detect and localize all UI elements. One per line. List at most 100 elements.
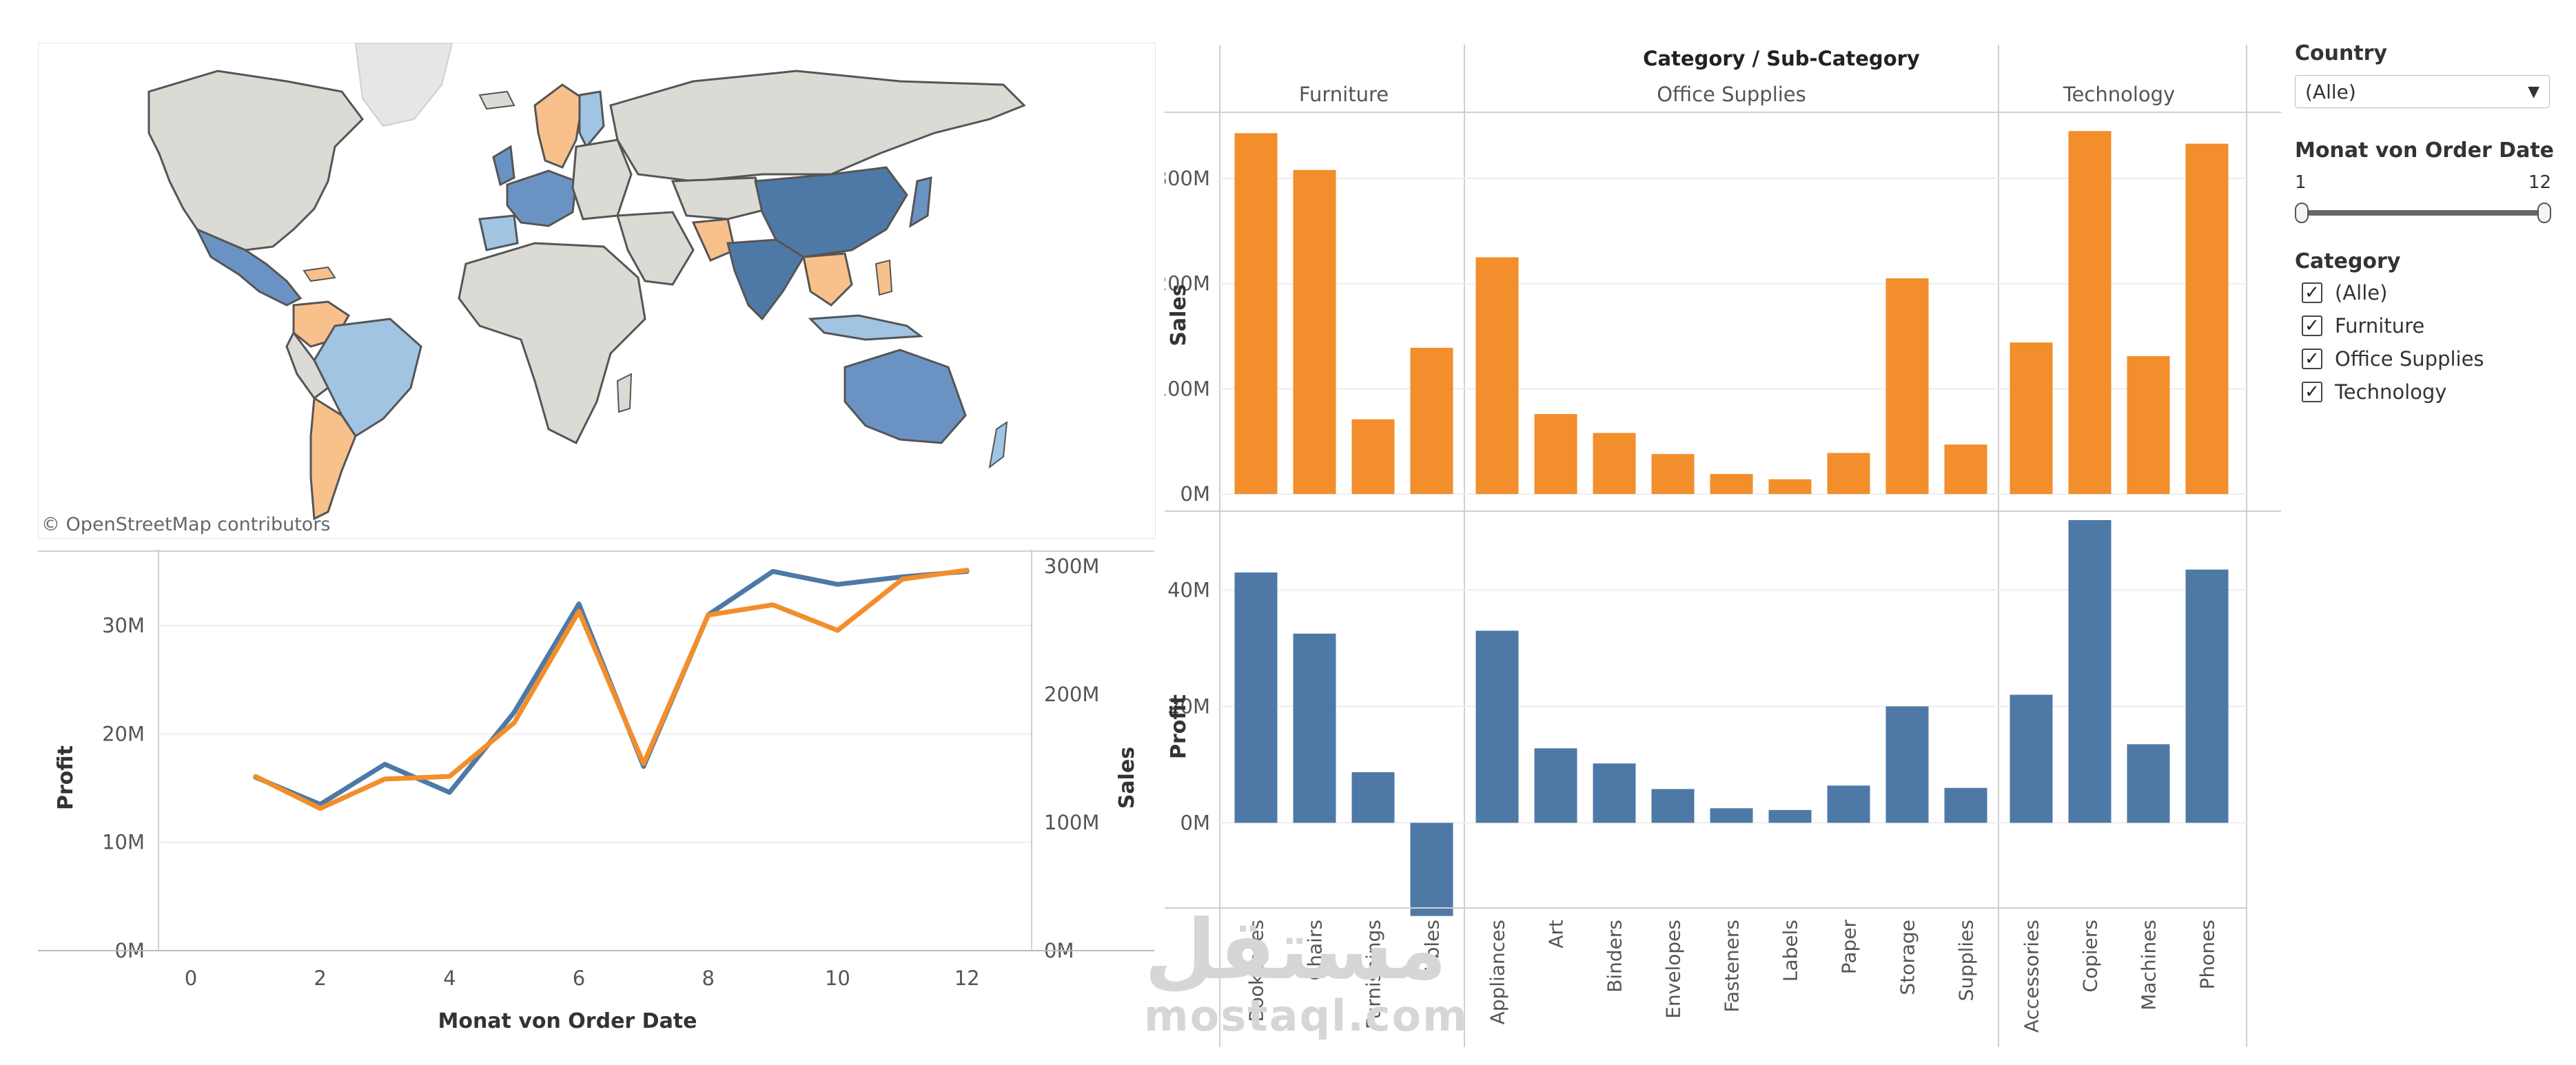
bar-profit-phones — [2185, 569, 2229, 823]
category-label: Furnishings — [1362, 920, 1385, 1029]
map-region-iceland[interactable] — [478, 90, 515, 110]
map-region-eastern-europe[interactable] — [571, 138, 633, 220]
bar-profit-accessories — [2010, 694, 2053, 823]
map-region-china[interactable] — [754, 166, 908, 258]
month-slider-labels: 1 12 — [2295, 172, 2551, 193]
x-axis-title: Monat von Order Date — [438, 1009, 697, 1033]
map-svg — [147, 43, 1026, 521]
category-label: Bookcases — [1245, 920, 1268, 1022]
map-region-central-asia[interactable] — [671, 176, 771, 220]
month-range-slider[interactable] — [2295, 198, 2551, 226]
map-region-north-america[interactable] — [147, 70, 364, 251]
bar-profit-chairs — [1293, 633, 1336, 823]
country-filter-title: Country — [2295, 41, 2388, 65]
map-region-pakistan[interactable] — [691, 218, 736, 262]
bar-profit-furnishings — [1351, 772, 1395, 823]
map-region-western-europe[interactable] — [506, 169, 577, 227]
map-region-argentina[interactable] — [309, 396, 357, 521]
map-region-greenland[interactable] — [354, 43, 453, 127]
bar-profit-supplies — [1944, 787, 1987, 823]
bar-profit-binders — [1593, 763, 1636, 823]
category-label: Envelopes — [1662, 920, 1685, 1019]
map-region-russia[interactable] — [609, 70, 1026, 183]
category-label: Accessories — [2021, 920, 2043, 1033]
y2-tick-label: 100M — [1044, 811, 1099, 834]
map-region-southeast-asia[interactable] — [802, 252, 853, 307]
bar-profit-labels — [1768, 809, 1812, 823]
y-tick-label: 20M — [102, 722, 145, 745]
category-label: Binders — [1604, 920, 1626, 993]
checkbox-checked-icon[interactable]: ✓ — [2302, 316, 2322, 336]
y-tick-label: 200M — [1165, 272, 1210, 296]
group-header-label: Technology — [2063, 83, 2175, 106]
bar-profit-fasteners — [1710, 808, 1753, 823]
bar-sales-binders — [1593, 433, 1636, 495]
category-label: Machines — [2138, 920, 2160, 1011]
map-region-philippines[interactable] — [875, 259, 893, 296]
map-region-india[interactable] — [726, 238, 806, 321]
checkbox-checked-icon[interactable]: ✓ — [2302, 282, 2322, 303]
bar-sales-machines — [2127, 356, 2170, 495]
map-region-australia[interactable] — [844, 349, 967, 444]
y-tick-label: 300M — [1165, 167, 1210, 190]
category-label: Paper — [1838, 920, 1861, 975]
month-filter-title: Monat von Order Date — [2295, 138, 2555, 163]
panel-axis-title: Profit — [1167, 694, 1191, 759]
map-region-mexico[interactable] — [194, 227, 303, 307]
category-option-all[interactable]: ✓ (Alle) — [2295, 276, 2557, 309]
map-region-caribbean[interactable] — [303, 266, 336, 282]
bar-profit-appliances — [1475, 630, 1519, 823]
category-option-furniture[interactable]: ✓ Furniture — [2295, 309, 2557, 342]
watermark-arabic: مستقل — [1144, 902, 1447, 998]
x-tick-label: 12 — [954, 966, 980, 990]
month-slider-handle-max[interactable] — [2537, 203, 2551, 223]
y2-tick-label: 300M — [1044, 555, 1099, 578]
map-region-africa[interactable] — [458, 242, 646, 445]
month-slider-handle-min[interactable] — [2295, 203, 2309, 223]
bar-sales-appliances — [1475, 257, 1519, 495]
y-tick-label: 100M — [1165, 377, 1210, 400]
checkbox-checked-icon[interactable]: ✓ — [2302, 382, 2322, 402]
category-filter-title: Category — [2295, 249, 2401, 273]
category-label: Fasteners — [1721, 920, 1744, 1013]
category-label: Supplies — [1955, 920, 1978, 1001]
map-region-finland[interactable] — [578, 90, 605, 149]
bar-sales-phones — [2185, 143, 2229, 495]
bar-chart: Category / Sub-Category Furniture Office S… — [1155, 38, 2281, 1051]
month-slider-track[interactable] — [2302, 210, 2544, 216]
map-region-indonesia[interactable] — [808, 314, 924, 341]
category-option-label: (Alle) — [2335, 281, 2388, 304]
y2-axis-title: Sales — [1115, 747, 1139, 809]
bar-profit-storage — [1885, 706, 1929, 823]
map-region-japan[interactable] — [909, 176, 932, 228]
bar-sales-supplies — [1944, 444, 1987, 495]
category-label: Storage — [1897, 920, 1919, 995]
panel-axis-title: Sales — [1167, 284, 1191, 346]
bar-sales-chairs — [1293, 169, 1336, 495]
watermark-logo: مستقل mostaql.com — [1144, 902, 1467, 1054]
category-option-label: Technology — [2335, 380, 2447, 404]
bar-profit-copiers — [2068, 520, 2112, 823]
checkbox-checked-icon[interactable]: ✓ — [2302, 349, 2322, 369]
bar-sales-storage — [1885, 278, 1929, 495]
map-region-iberia[interactable] — [478, 214, 519, 251]
x-tick-label: 8 — [702, 966, 715, 990]
y-tick-label: 40M — [1167, 578, 1210, 601]
category-option-office-supplies[interactable]: ✓ Office Supplies — [2295, 342, 2557, 375]
bar-profit-bookcases — [1234, 572, 1278, 823]
category-label: Appliances — [1486, 920, 1509, 1024]
map-region-middle-east[interactable] — [616, 211, 695, 286]
bar-sales-art — [1534, 414, 1577, 495]
y-tick-label: 0M — [1180, 482, 1210, 506]
month-slider-min: 1 — [2295, 172, 2307, 193]
map-region-scandinavia[interactable] — [533, 83, 584, 169]
x-tick-label: 4 — [443, 966, 456, 990]
country-dropdown[interactable]: (Alle) ▼ — [2295, 75, 2550, 108]
map-region-madagascar[interactable] — [616, 373, 633, 413]
world-map[interactable]: © OpenStreetMap contributors — [38, 43, 1156, 539]
bar-profit-machines — [2127, 744, 2170, 823]
month-slider-max: 12 — [2528, 172, 2551, 193]
category-option-technology[interactable]: ✓ Technology — [2295, 375, 2557, 409]
map-region-uk[interactable] — [492, 145, 515, 187]
map-region-new-zealand[interactable] — [988, 420, 1008, 469]
